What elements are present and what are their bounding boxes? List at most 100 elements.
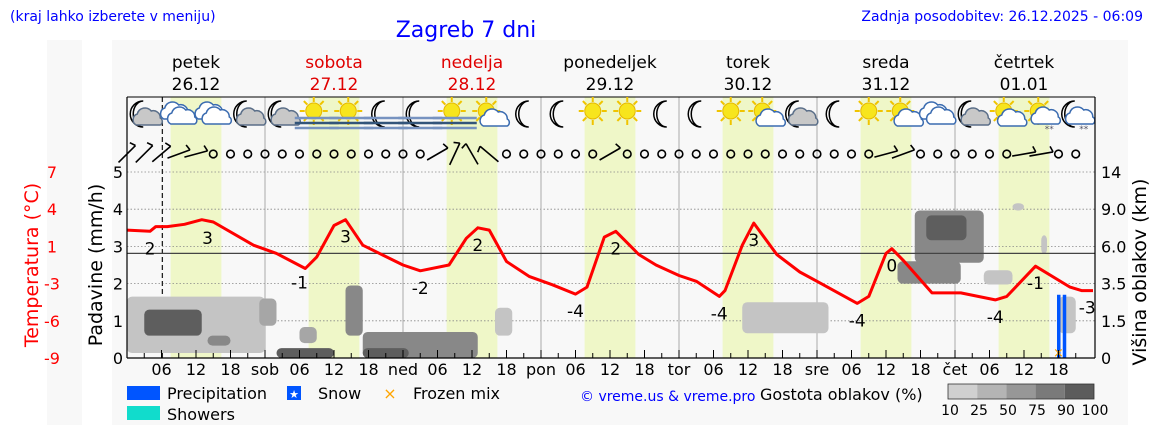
calm-wind-icon	[1002, 149, 1012, 159]
calm-wind-icon	[260, 149, 270, 159]
x-tick-label: 06	[151, 360, 171, 379]
wind-barb-shaft	[1012, 151, 1036, 157]
x-tick-label: 12	[738, 360, 758, 379]
calm-wind-icon	[846, 149, 857, 159]
day-name: sobota	[305, 53, 363, 73]
sun-ray	[720, 100, 726, 106]
x-tick-label: 18	[220, 360, 240, 379]
sun-ray	[457, 100, 463, 106]
x-tick-label: 06	[979, 360, 999, 379]
x-tick-label: 12	[876, 360, 896, 379]
wind-barb-shaft	[1029, 151, 1054, 157]
sun-disc	[722, 102, 740, 120]
sun-ray	[632, 100, 638, 106]
cloud-density-patch	[1041, 235, 1047, 254]
cloud-density-patch	[983, 270, 1013, 285]
wind-barb-feather	[1049, 145, 1054, 153]
x-tick-label: 18	[1048, 360, 1068, 379]
legend-showers-label: Showers	[167, 405, 235, 424]
calm-wind-icon	[329, 149, 339, 159]
copyright-link[interactable]: © vreme.us & vreme.pro	[580, 389, 755, 405]
moon-icon	[653, 100, 667, 128]
calm-wind-icon	[208, 149, 218, 159]
sun-ray	[874, 116, 880, 122]
daylight-band	[446, 97, 498, 358]
wind-barb-icon	[1029, 145, 1054, 157]
cloud-density-patch	[259, 298, 277, 326]
moon-icon	[515, 100, 529, 128]
wind-barb-icon	[461, 143, 479, 165]
calm-wind-icon	[243, 149, 253, 159]
temperature-extreme-label: 3	[748, 231, 759, 251]
cloud-density-level-label: 25	[970, 403, 988, 419]
sun-ray	[736, 116, 742, 122]
temperature-tick-label: 4	[47, 200, 57, 219]
cloud-density-scale: 10 25 50 75 90 100	[941, 383, 1108, 419]
wind-barb-icon	[167, 144, 191, 159]
wind-barb-feather	[615, 143, 621, 149]
calm-wind-icon	[519, 149, 529, 159]
sun-disc	[584, 102, 602, 120]
wind-barb-shaft	[135, 144, 154, 164]
calm-wind-icon	[363, 149, 374, 159]
x-tick-label: 12	[324, 360, 344, 379]
sun-icon	[578, 97, 607, 125]
sun-icon	[613, 97, 642, 125]
wind-barb-icon	[891, 144, 916, 159]
wind-barb-shaft	[426, 147, 449, 161]
sun-ray	[889, 116, 895, 122]
calm-wind-icon	[1071, 149, 1081, 159]
location-hint-link[interactable]: (kraj lahko izberete v meniju)	[10, 9, 216, 25]
legend-snow-swatch	[287, 386, 301, 400]
page-title: Zagreb 7 dni	[396, 18, 537, 43]
calm-wind-icon	[708, 149, 719, 159]
calm-wind-icon	[312, 149, 322, 159]
calm-wind-icon	[294, 149, 305, 159]
wind-barb-feather	[1032, 145, 1037, 153]
cloud-height-tick-label: 6.0	[1101, 237, 1126, 256]
cloud-density-title: Gostota oblakov (%)	[760, 385, 923, 404]
legend-precipitation-swatch	[127, 386, 160, 400]
wind-barb-feather	[461, 143, 467, 149]
sun-ray	[858, 100, 864, 106]
cloud-height-tick-label: 3.5	[1101, 275, 1126, 294]
calm-wind-icon	[346, 149, 356, 159]
wind-barb-feather	[164, 142, 172, 147]
cloud-icon	[893, 108, 925, 127]
moon-cloud-icon	[957, 100, 992, 128]
x-tick-label: 06	[841, 360, 861, 379]
cloud-density-patch	[276, 348, 334, 358]
day-date: 31.12	[862, 75, 911, 95]
temperature-tick-label: -9	[44, 349, 60, 368]
cloud-icon	[235, 107, 267, 126]
snowflakes-icon: **	[1045, 125, 1055, 135]
wind-barb-shaft	[599, 147, 621, 161]
temperature-tick-label: -6	[44, 312, 60, 331]
calm-wind-icon	[984, 149, 995, 159]
sun-ray	[1027, 100, 1033, 106]
sun-disc	[618, 102, 636, 120]
precip-tick-label: 2	[113, 275, 123, 294]
cloud-icon	[755, 108, 787, 127]
sun-icon	[854, 97, 883, 125]
precipitation-bar	[1062, 294, 1067, 358]
x-tick-label: sre	[805, 360, 829, 379]
daylight-band	[998, 97, 1050, 358]
calm-wind-icon	[570, 149, 581, 159]
sun-disc	[339, 102, 357, 120]
sun-cloud-icon	[472, 97, 511, 127]
axis-gutter	[82, 40, 112, 425]
cloud-icon	[996, 108, 1028, 127]
cloud-density-scale-border	[947, 383, 1095, 400]
sun-icon	[299, 97, 328, 125]
sun-ray	[319, 100, 325, 106]
temperature-layer: 2 3 -1 3 -2 2 -4 2 -4 3 -4 0 -4 -1 -3	[126, 218, 1096, 331]
cloud-icon	[1030, 106, 1062, 125]
calm-wind-icon	[933, 149, 943, 159]
day-name: petek	[172, 53, 220, 73]
day-name: torek	[726, 53, 770, 73]
cloud-density-patch	[926, 215, 967, 241]
cloud-density-patch	[495, 307, 513, 336]
temperature-extreme-label: 0	[886, 257, 897, 277]
calm-wind-icon	[743, 149, 753, 159]
